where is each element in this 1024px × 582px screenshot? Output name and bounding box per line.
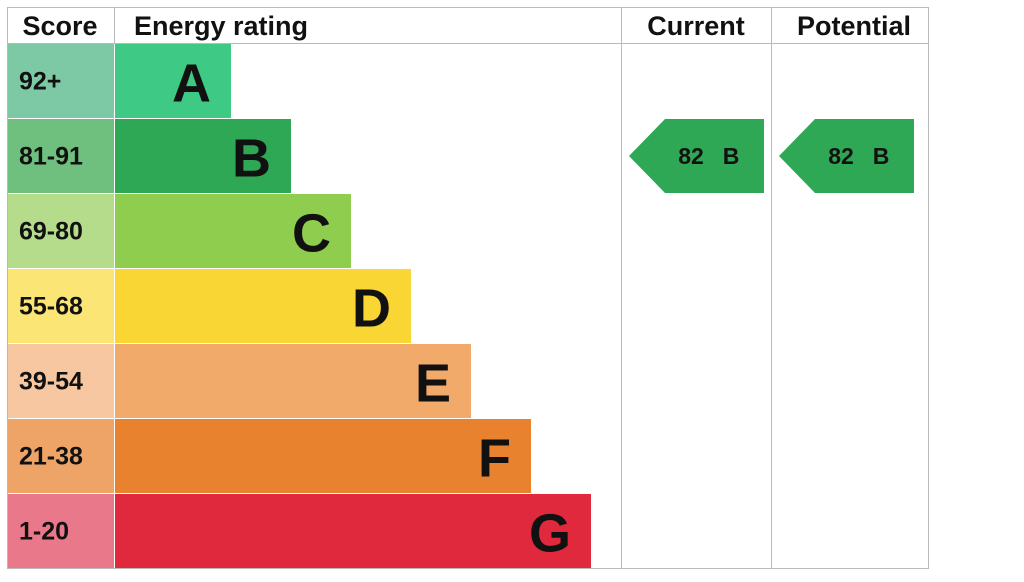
score-cell	[8, 119, 114, 193]
rating-letter: C	[292, 204, 331, 264]
score-cell	[8, 344, 114, 418]
rating-bar	[115, 44, 231, 118]
arrow-score: 82	[678, 143, 704, 169]
rating-arrow	[779, 119, 914, 193]
rating-letter: D	[352, 279, 391, 339]
arrow-letter: B	[873, 143, 890, 169]
arrow-score: 82	[828, 143, 854, 169]
rating-bar	[115, 269, 411, 343]
rating-letter: F	[478, 429, 511, 489]
header-rating: Energy rating	[134, 11, 308, 41]
score-cell	[8, 494, 114, 568]
score-range: 55-68	[19, 293, 83, 321]
header-current: Current	[647, 11, 745, 41]
score-range: 1-20	[19, 518, 69, 546]
score-cell	[8, 44, 114, 118]
rating-letter: B	[232, 129, 271, 189]
rating-bar	[115, 344, 471, 418]
score-range: 81-91	[19, 143, 83, 171]
rating-letter: E	[415, 354, 451, 414]
rating-bar	[115, 194, 351, 268]
rating-bar	[115, 119, 291, 193]
frame	[7, 7, 929, 569]
score-cell	[8, 419, 114, 493]
arrow-letter: B	[723, 143, 740, 169]
grid	[7, 7, 929, 569]
score-range: 92+	[19, 68, 61, 96]
score-cell	[8, 194, 114, 268]
header-potential: Potential	[797, 11, 911, 41]
rating-bar	[115, 494, 591, 568]
header-score: Score	[22, 11, 97, 41]
score-range: 39-54	[19, 368, 83, 396]
rating-arrow	[629, 119, 764, 193]
score-cell	[8, 269, 114, 343]
score-range: 21-38	[19, 443, 83, 471]
rating-bar	[115, 419, 531, 493]
rating-letter: G	[529, 504, 571, 564]
rating-letter: A	[172, 54, 211, 114]
score-range: 69-80	[19, 218, 83, 246]
